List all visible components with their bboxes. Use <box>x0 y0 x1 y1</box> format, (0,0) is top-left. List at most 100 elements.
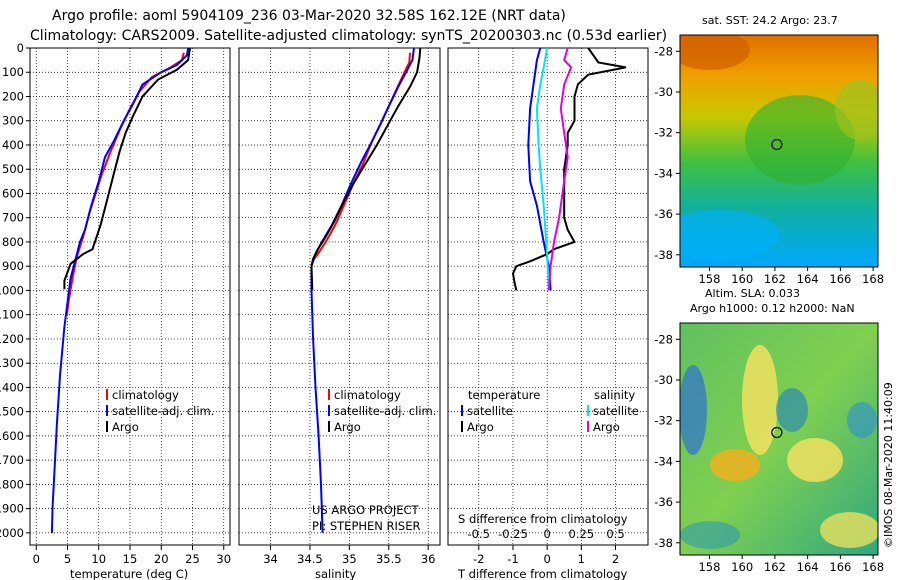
series-satellite-adj-clim- <box>50 47 190 533</box>
argo-position-marker <box>771 426 783 439</box>
x-tick-label: -1 <box>507 552 518 566</box>
figure-title-line2: Climatology: CARS2009. Satellite-adjuste… <box>30 28 667 44</box>
map-x-tick-label: 166 <box>829 272 851 286</box>
legend-satellite-label: satellite-adj. clim. <box>112 404 214 418</box>
x2-tick-label: 0.25 <box>569 527 595 541</box>
x-tick-label: 20 <box>154 552 169 566</box>
x-tick-label: 0 <box>543 552 550 566</box>
y-tick-label: 600 <box>2 186 24 200</box>
sst-map-title: sat. SST: 24.2 Argo: 23.7 <box>702 14 838 27</box>
y-tick-label: 1800 <box>0 477 24 491</box>
map-x-tick-label: 168 <box>862 560 884 574</box>
sla-yellow-patch <box>742 345 778 455</box>
y-tick-label: 700 <box>2 211 24 225</box>
map-x-tick-label: 168 <box>862 272 884 286</box>
map-y-tick-label: -38 <box>654 536 673 550</box>
legend-satellite-label: satellite-adj. clim. <box>334 404 436 418</box>
sst-blue-patch <box>680 210 780 260</box>
sst-yellow-patch <box>835 80 878 140</box>
map-x-tick-label: 160 <box>731 272 753 286</box>
x-tick-label: -2 <box>473 552 484 566</box>
project-credit: US ARGO PROJECT <box>312 503 420 517</box>
x-tick-label: 35 <box>342 552 357 566</box>
imos-credit: ©IMOS 08-Mar-2020 11:40:09 <box>882 382 895 548</box>
legend-argo-label: Argo <box>112 420 139 434</box>
y-tick-label: 1200 <box>0 332 24 346</box>
difference-frame <box>447 47 649 546</box>
x-tick-label: 1 <box>578 552 585 566</box>
map-y-tick-label: -28 <box>654 44 673 58</box>
argo-position-marker <box>771 138 783 151</box>
map-y-tick-label: -34 <box>654 454 673 468</box>
y-tick-label: 0 <box>17 41 24 55</box>
salinity-frame <box>238 47 441 546</box>
map-x-tick-label: 162 <box>764 560 786 574</box>
s-diff-xlabel: S difference from climatology <box>458 512 628 526</box>
sla-orange-patch <box>710 449 760 481</box>
map-x-tick-label: 162 <box>764 272 786 286</box>
y-tick-label: 1400 <box>0 380 24 394</box>
x2-tick-label: 0.5 <box>606 527 624 541</box>
legend-t-satellite-label: satellite <box>467 404 513 418</box>
series-s-satellite <box>535 47 550 291</box>
figure-title-line1: Argo profile: aoml 5904109_236 03-Mar-20… <box>52 8 566 24</box>
sst-map-frame <box>679 34 879 268</box>
y-tick-label: 300 <box>2 114 24 128</box>
y-tick-label: 1700 <box>0 453 24 467</box>
series-s-argo <box>547 47 573 291</box>
map-x-tick-label: 158 <box>698 560 720 574</box>
sst-map: sat. SST: 24.2 Argo: 23.7 158 160 162 164 16… <box>654 14 884 286</box>
sla-blue-patch <box>680 521 740 549</box>
map-x-tick-label: 164 <box>797 560 819 574</box>
x2-tick-label: -0.5 <box>468 527 490 541</box>
sla-blue-patch <box>847 402 877 438</box>
salinity-panel: 34 34.5 35 35.5 36 salinity climatology sate… <box>238 47 441 580</box>
legend-climatology-label: climatology <box>112 388 179 402</box>
difference-panel: -2 -1 0 1 2 -0.5 -0.25 0 0.25 0.5 T difference f… <box>447 47 649 580</box>
map-y-tick-label: -30 <box>654 373 673 387</box>
y-tick-label: 1600 <box>0 429 24 443</box>
y-tick-label: 1100 <box>0 308 24 322</box>
temperature-panel: 0 5 10 15 20 25 30 0 100 200 300 400 500 600 700 800 90… <box>0 41 231 580</box>
map-y-tick-label: -32 <box>654 414 673 428</box>
y-tick-label: 1500 <box>0 405 24 419</box>
x-tick-label: 2 <box>612 552 619 566</box>
sla-map-title: Altim. SLA: 0.033 <box>705 287 800 300</box>
legend-salinity-title: salinity <box>594 388 635 402</box>
salinity-xlabel: salinity <box>315 567 356 580</box>
y-tick-label: 1900 <box>0 502 24 516</box>
x2-tick-label: 0 <box>543 527 550 541</box>
map-y-tick-label: -38 <box>654 248 673 262</box>
x-tick-label: 35.5 <box>376 552 402 566</box>
series-climatology <box>311 52 411 262</box>
map-y-tick-label: -28 <box>654 332 673 346</box>
map-y-tick-label: -32 <box>654 126 673 140</box>
y-tick-label: 2000 <box>0 526 24 540</box>
map-x-tick-label: 158 <box>698 272 720 286</box>
x-tick-label: 15 <box>123 552 138 566</box>
x-tick-label: 34.5 <box>297 552 323 566</box>
legend-s-satellite-label: satellite <box>593 404 639 418</box>
map-y-tick-label: -34 <box>654 166 673 180</box>
sla-yellow-patch <box>820 512 878 548</box>
x-tick-label: 0 <box>33 552 40 566</box>
temperature-legend: climatology satellite-adj. clim. Argo <box>106 388 214 434</box>
sst-green-patch <box>745 95 855 185</box>
y-tick-label: 200 <box>2 89 24 103</box>
map-y-tick-label: -36 <box>654 495 673 509</box>
legend-temperature-title: temperature <box>468 388 540 402</box>
series-argo <box>310 47 422 291</box>
x-tick-label: 25 <box>185 552 200 566</box>
sst-warm-patch <box>680 35 750 70</box>
y-tick-label: 100 <box>2 65 24 79</box>
map-x-tick-label: 160 <box>731 560 753 574</box>
t-diff-xlabel: T difference from climatology <box>457 567 628 580</box>
sla-yellow-patch <box>787 438 843 482</box>
x-tick-label: 10 <box>91 552 106 566</box>
sla-blue-patch <box>776 388 808 432</box>
temperature-xlabel: temperature (deg C) <box>70 567 188 580</box>
y-tick-label: 800 <box>2 235 24 249</box>
y-tick-label: 400 <box>2 138 24 152</box>
legend-climatology-label: climatology <box>334 388 401 402</box>
